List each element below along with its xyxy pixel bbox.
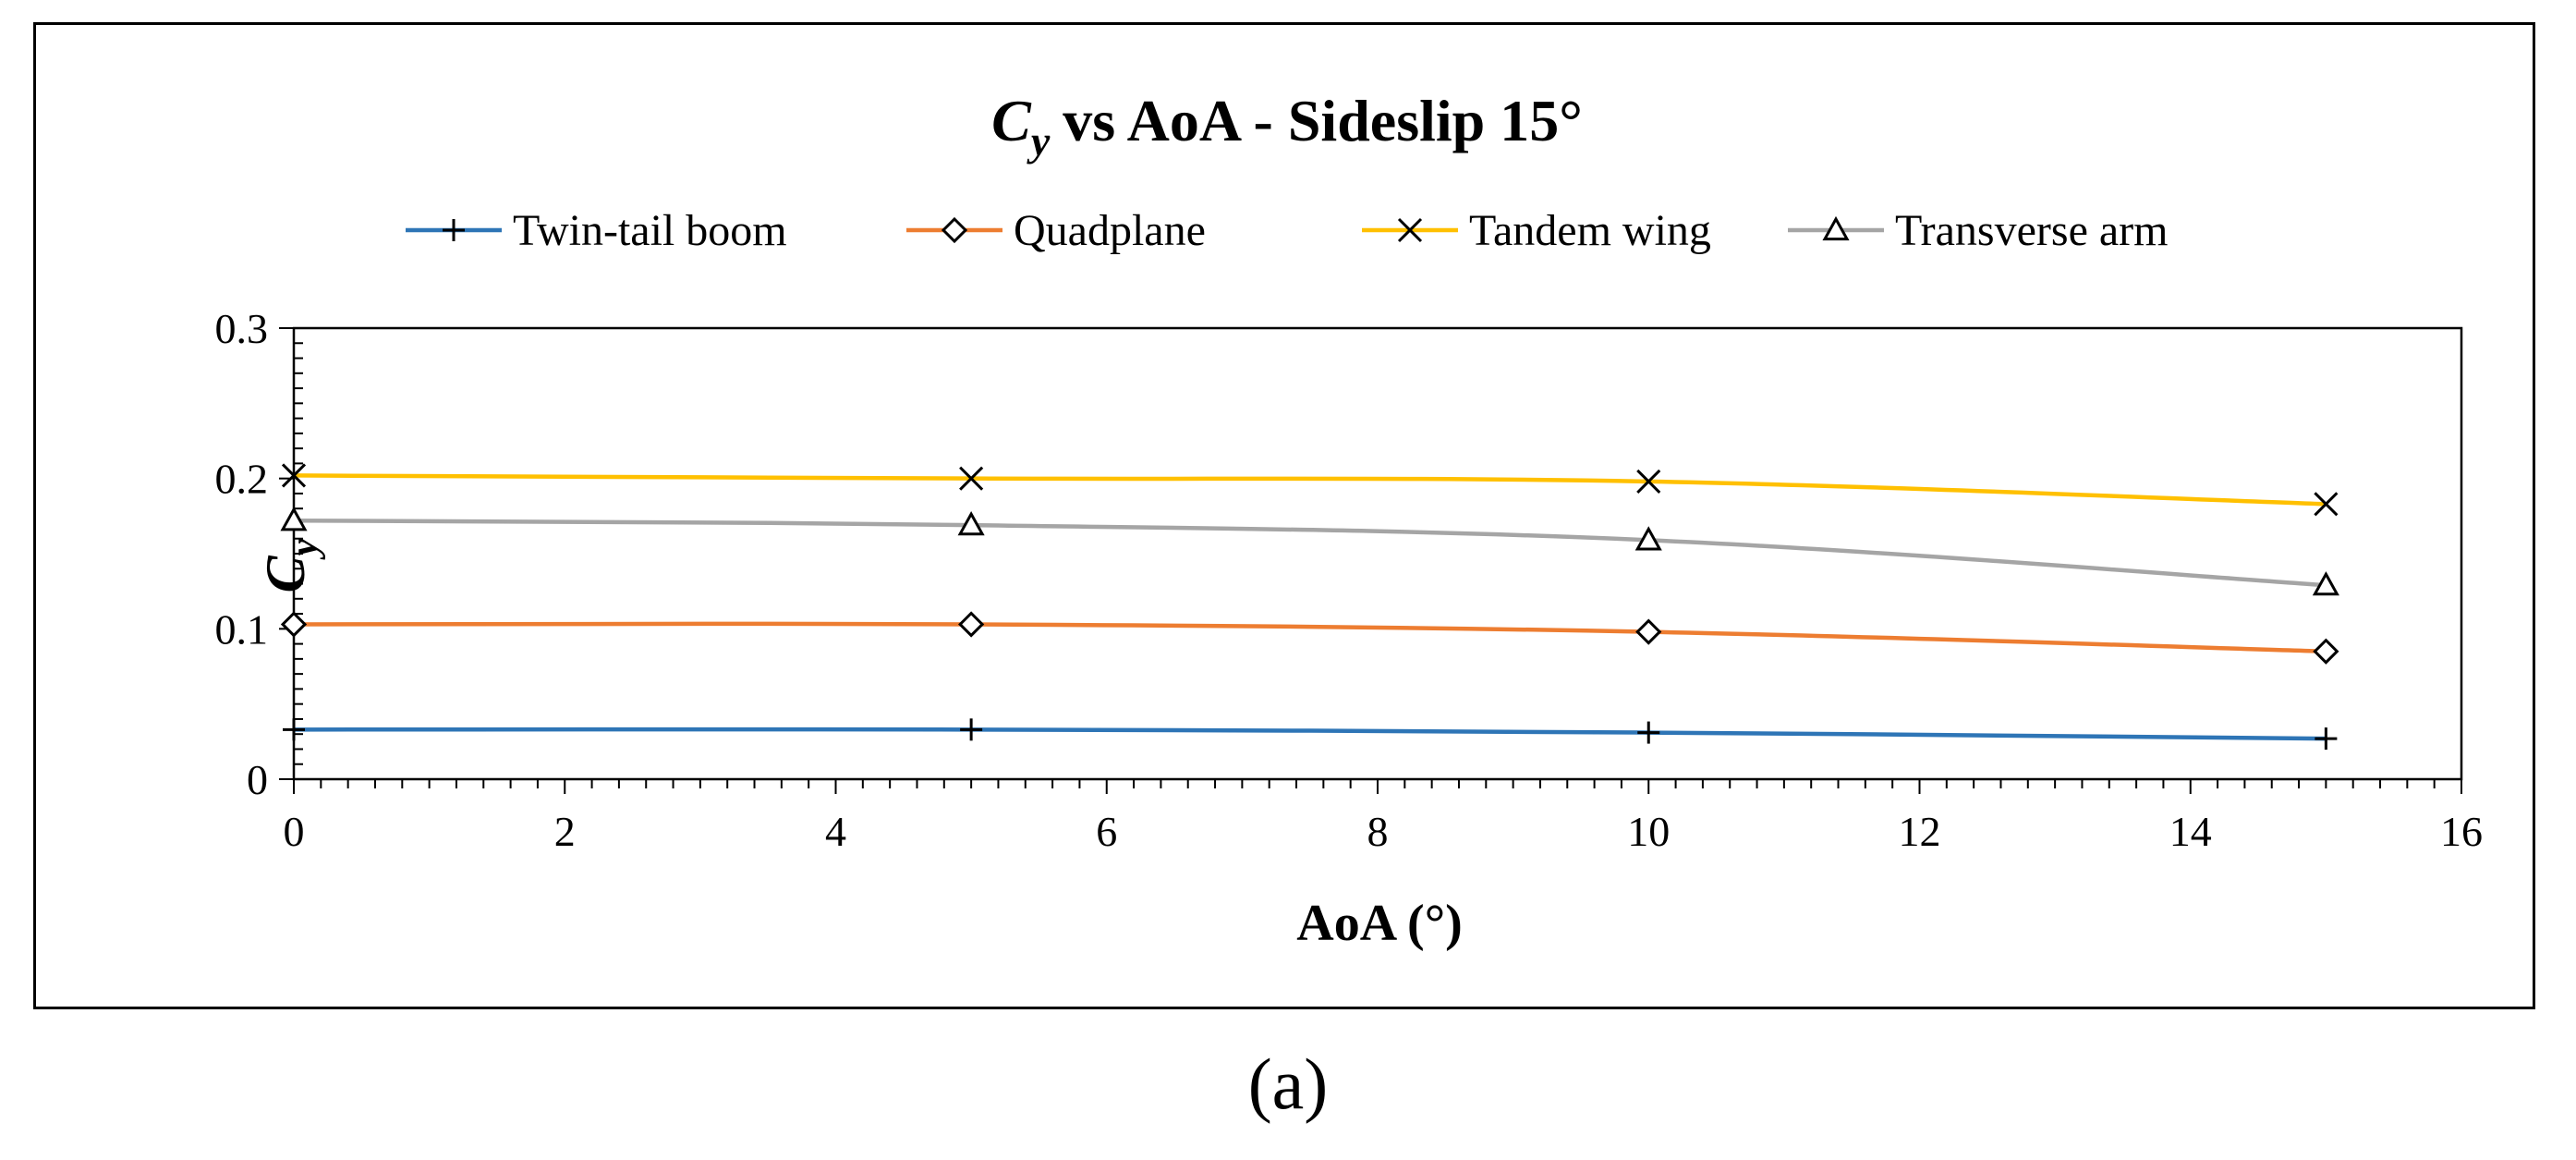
legend: Twin-tail boom Quadplane Tandem wing Transv… <box>406 206 2169 255</box>
data-point-quadplane <box>958 611 985 638</box>
data-point-transverse-arm <box>957 511 985 536</box>
data-point-transverse-arm <box>1634 526 1662 551</box>
plot-area: 0 2 4 6 8 10 12 14 16 0 0.1 0.2 0.3 <box>215 305 2484 855</box>
data-point-transverse-arm-shape <box>957 511 985 536</box>
series-line-quadplane <box>293 621 2327 653</box>
x-tick-label: 8 <box>1367 808 1389 855</box>
data-point-transverse-arm <box>2312 571 2339 596</box>
data-point-tandem-wing-b <box>1636 469 1661 494</box>
data-point-transverse-arm-shape <box>280 507 308 531</box>
data-point-tandem-wing-b <box>959 466 984 491</box>
legend-label-twin-tail-boom: Twin-tail boom <box>513 206 787 255</box>
data-point-transverse-arm-shape <box>1634 526 1662 551</box>
series-line-twin-tail-boom <box>293 727 2327 741</box>
data-point-tandem-wing-b <box>281 463 307 488</box>
data-point-transverse-arm <box>280 507 308 531</box>
x-tick-label: 14 <box>2169 808 2212 855</box>
x-tick-label: 2 <box>554 808 576 855</box>
y-axis-label-main: C <box>255 555 316 592</box>
legend-item-transverse-arm: Transverse arm <box>1788 206 2169 255</box>
data-point-twin-tail-boom <box>960 718 983 741</box>
legend-label-quadplane: Quadplane <box>1014 206 1206 255</box>
data-point-tandem-wing <box>2314 492 2339 517</box>
title-symbol-subscript: y <box>1027 117 1051 165</box>
data-point-twin-tail-boom <box>1637 721 1660 744</box>
data-point-tandem-wing <box>281 463 307 488</box>
legend-marker-twin-tail-boom <box>443 219 465 241</box>
data-point-quadplane-shape <box>958 611 985 638</box>
data-point-tandem-wing <box>959 466 984 491</box>
x-tick-label: 6 <box>1096 808 1117 855</box>
legend-item-tandem-wing: Tandem wing <box>1362 206 1711 255</box>
legend-marker-tandem-wing-b <box>1397 217 1423 243</box>
y-tick-label: 0.1 <box>215 605 269 653</box>
legend-marker-quadplane-shape <box>941 216 968 244</box>
title-symbol-main: C <box>991 88 1032 153</box>
chart-svg: Cy vs AoA - Sideslip 15° Twin-tail boom Qu… <box>215 88 2484 952</box>
series-layer <box>280 463 2339 751</box>
data-point-quadplane-shape <box>280 611 308 638</box>
legend-label-transverse-arm: Transverse arm <box>1895 206 2169 255</box>
data-point-quadplane-shape <box>2313 638 2339 665</box>
legend-marker-quadplane <box>941 216 968 244</box>
x-tick-label: 12 <box>1899 808 1941 855</box>
legend-label-tandem-wing: Tandem wing <box>1469 206 1711 255</box>
plot-border <box>292 326 2463 781</box>
series-line-tandem-wing <box>293 473 2327 507</box>
legend-item-twin-tail-boom: Twin-tail boom <box>406 206 787 255</box>
y-tick-label: 0.2 <box>215 456 269 503</box>
data-point-quadplane <box>2313 638 2339 665</box>
chart-frame: Cy vs AoA - Sideslip 15° Twin-tail boom Qu… <box>33 22 2535 1009</box>
data-point-quadplane-shape <box>1635 618 1662 645</box>
title-rest: vs AoA - Sideslip 15° <box>1063 88 1583 153</box>
data-point-tandem-wing-b <box>2314 492 2339 517</box>
legend-item-quadplane: Quadplane <box>906 206 1206 255</box>
data-point-quadplane <box>280 611 308 638</box>
x-tick-label: 4 <box>825 808 846 855</box>
x-tick-label: 0 <box>284 808 305 855</box>
x-tick-label: 16 <box>2440 808 2483 855</box>
data-point-tandem-wing <box>1636 469 1661 494</box>
legend-marker-transverse-arm-shape <box>1822 215 1850 241</box>
data-point-twin-tail-boom <box>283 718 305 741</box>
x-axis-label: AoA (°) <box>1296 895 1462 952</box>
y-axis-label: Cy <box>255 538 326 592</box>
data-point-quadplane <box>1635 618 1662 645</box>
axes: 0 2 4 6 8 10 12 14 16 0 0.1 0.2 0.3 <box>215 305 2484 855</box>
legend-marker-tandem-wing <box>1397 217 1423 243</box>
series-line-transverse-arm <box>293 518 2327 588</box>
y-tick-label: 0 <box>247 756 268 803</box>
data-point-transverse-arm-shape <box>2312 571 2339 596</box>
y-tick-label: 0.3 <box>215 305 269 352</box>
x-tick-label: 10 <box>1627 808 1670 855</box>
data-point-twin-tail-boom <box>2315 727 2338 751</box>
figure-caption: (a) <box>1247 1044 1329 1124</box>
chart-title: Cy vs AoA - Sideslip 15° <box>991 88 1583 165</box>
legend-marker-transverse-arm <box>1822 215 1850 241</box>
